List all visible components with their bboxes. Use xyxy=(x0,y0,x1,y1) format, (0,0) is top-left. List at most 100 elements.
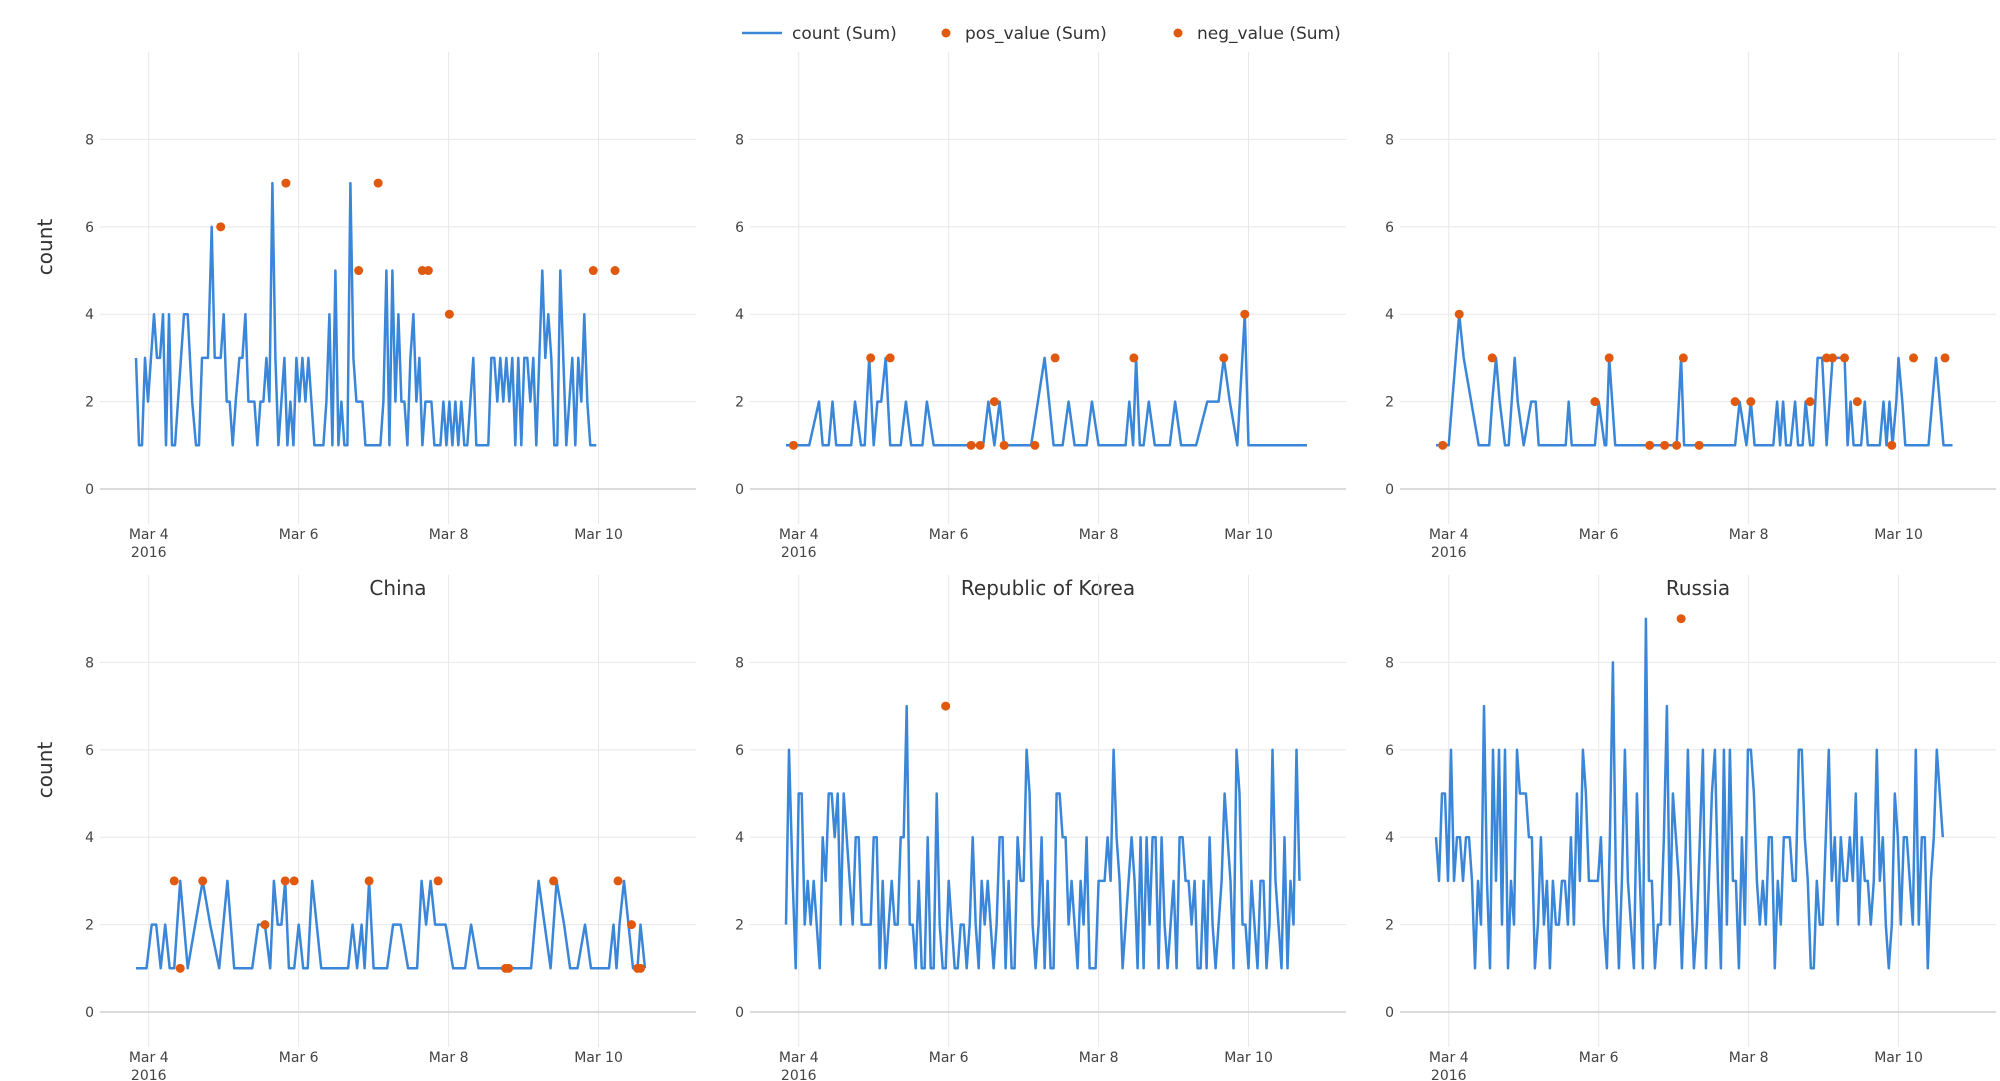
count-series-line xyxy=(134,181,597,447)
pos-value-marker xyxy=(260,920,270,930)
legend-label-neg-value: neg_value (Sum) xyxy=(1197,24,1341,44)
legend-label-count: count (Sum) xyxy=(792,24,897,44)
pos-value-marker xyxy=(1129,353,1139,363)
y-tick-label: 4 xyxy=(85,830,94,846)
pos-value-marker xyxy=(423,266,433,276)
x-tick-label: Mar 8 xyxy=(429,1050,469,1066)
count-series-line xyxy=(784,704,1301,970)
pos-value-marker xyxy=(280,876,290,886)
x-tick-label: Mar 8 xyxy=(429,527,469,543)
legend-marker-pos xyxy=(941,28,951,38)
y-tick-label: 6 xyxy=(1385,743,1394,759)
y-tick-label: 6 xyxy=(85,743,94,759)
pos-value-marker xyxy=(175,963,185,973)
y-tick-label: 2 xyxy=(1385,918,1394,934)
panel-title: Russia xyxy=(1666,576,1730,600)
pos-value-marker xyxy=(1909,353,1919,363)
x-tick-label: Mar 8 xyxy=(1079,527,1119,543)
x-tick-year-label: 2016 xyxy=(781,545,817,561)
y-tick-label: 6 xyxy=(1385,220,1394,236)
y-tick-label: 0 xyxy=(735,1005,744,1021)
pos-value-marker xyxy=(281,178,291,188)
pos-value-marker xyxy=(1887,440,1897,450)
y-axis-label: count xyxy=(33,219,57,276)
x-tick-label: Mar 6 xyxy=(1579,1050,1619,1066)
x-tick-label: Mar 10 xyxy=(1224,527,1273,543)
y-tick-label: 0 xyxy=(1385,482,1394,498)
panel: 0 2 4 6 8 Mar 4 2016 Mar 6 Mar 8 Mar 10 China count xyxy=(33,52,696,600)
y-tick-label: 6 xyxy=(85,220,94,236)
y-tick-label: 8 xyxy=(1385,655,1394,671)
legend-marker-neg xyxy=(1173,28,1183,38)
x-tick-label: Mar 6 xyxy=(1579,527,1619,543)
x-tick-label: Mar 4 xyxy=(1429,1050,1469,1066)
pos-value-marker xyxy=(504,963,514,973)
y-tick-label: 0 xyxy=(1385,1005,1394,1021)
y-tick-label: 6 xyxy=(735,220,744,236)
pos-value-marker xyxy=(866,353,876,363)
y-tick-label: 4 xyxy=(85,307,94,323)
y-axis-label: count xyxy=(33,742,57,799)
x-tick-label: Mar 8 xyxy=(1729,527,1769,543)
x-tick-year-label: 2016 xyxy=(131,545,167,561)
panel-title: Republic of Korea xyxy=(961,576,1135,600)
x-tick-label: Mar 10 xyxy=(574,1050,623,1066)
pos-value-marker xyxy=(354,266,364,276)
pos-value-marker xyxy=(999,440,1009,450)
y-tick-label: 4 xyxy=(735,307,744,323)
panel: 0 2 4 6 8 Mar 4 2016 Mar 6 Mar 8 Mar 10 Republic o… xyxy=(735,52,1346,600)
legend[interactable]: count (Sum) pos_value (Sum) neg_value (S… xyxy=(742,24,1341,44)
legend-label-pos-value: pos_value (Sum) xyxy=(965,24,1107,44)
pos-value-marker xyxy=(1590,397,1600,407)
x-tick-label: Mar 8 xyxy=(1079,1050,1119,1066)
pos-value-marker xyxy=(1030,440,1040,450)
pos-value-marker xyxy=(966,440,976,450)
y-tick-label: 2 xyxy=(85,395,94,411)
pos-value-marker xyxy=(1805,397,1815,407)
pos-value-marker xyxy=(1840,353,1850,363)
y-tick-label: 4 xyxy=(1385,830,1394,846)
pos-value-marker xyxy=(1694,440,1704,450)
pos-value-marker xyxy=(1454,309,1464,319)
pos-value-marker xyxy=(610,266,620,276)
x-tick-year-label: 2016 xyxy=(131,1068,167,1081)
pos-value-marker xyxy=(364,876,374,886)
pos-value-marker xyxy=(289,876,299,886)
pos-value-marker xyxy=(216,222,226,232)
y-tick-label: 8 xyxy=(85,132,94,148)
x-tick-label: Mar 6 xyxy=(279,527,319,543)
x-tick-label: Mar 4 xyxy=(129,1050,169,1066)
pos-value-marker xyxy=(198,876,208,886)
count-series-line xyxy=(1434,617,1945,970)
x-tick-label: Mar 4 xyxy=(779,527,819,543)
pos-value-marker xyxy=(1676,614,1686,624)
panels: 0 2 4 6 8 Mar 4 2016 Mar 6 Mar 8 Mar 10 China count… xyxy=(33,52,1996,1081)
y-tick-label: 6 xyxy=(735,743,744,759)
pos-value-marker xyxy=(169,876,179,886)
pos-value-marker xyxy=(975,440,985,450)
pos-value-marker xyxy=(1050,353,1060,363)
pos-value-marker xyxy=(1672,440,1682,450)
x-tick-label: Mar 4 xyxy=(1429,527,1469,543)
pos-value-marker xyxy=(1660,440,1670,450)
pos-value-marker xyxy=(613,876,623,886)
x-tick-label: Mar 10 xyxy=(1224,1050,1273,1066)
x-tick-year-label: 2016 xyxy=(1431,545,1467,561)
y-tick-label: 2 xyxy=(735,918,744,934)
x-tick-label: Mar 6 xyxy=(279,1050,319,1066)
pos-value-marker xyxy=(588,266,598,276)
y-tick-label: 0 xyxy=(735,482,744,498)
pos-value-marker xyxy=(1678,353,1688,363)
y-tick-label: 0 xyxy=(85,482,94,498)
pos-value-marker xyxy=(1240,309,1250,319)
y-tick-label: 4 xyxy=(1385,307,1394,323)
pos-value-marker xyxy=(1940,353,1950,363)
pos-value-marker xyxy=(1645,440,1655,450)
y-tick-label: 0 xyxy=(85,1005,94,1021)
y-tick-label: 8 xyxy=(735,132,744,148)
panel: 0 2 4 6 8 Mar 4 2016 Mar 6 Mar 8 Mar 10 Russia xyxy=(1385,52,1996,600)
pos-value-marker xyxy=(1828,353,1838,363)
pos-value-marker xyxy=(549,876,559,886)
y-tick-label: 8 xyxy=(1385,132,1394,148)
